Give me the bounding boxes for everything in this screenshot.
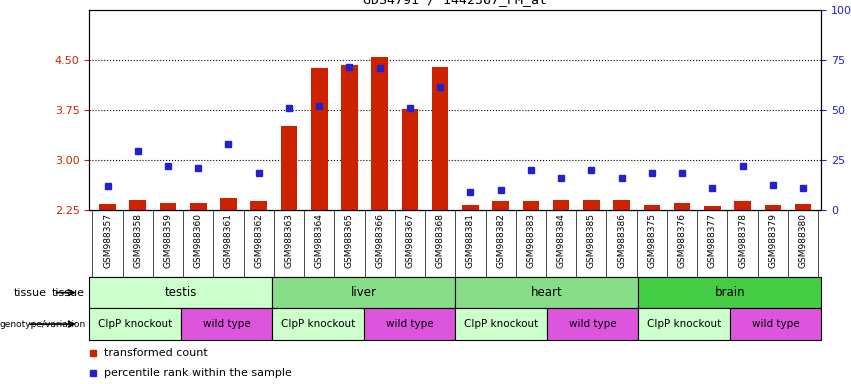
Text: GSM988358: GSM988358	[134, 213, 142, 268]
Bar	[160, 203, 176, 210]
Bar	[704, 206, 721, 210]
Text: GSM988360: GSM988360	[194, 213, 203, 268]
Bar	[734, 201, 751, 210]
Text: GSM988359: GSM988359	[163, 213, 173, 268]
Text: GSM988380: GSM988380	[798, 213, 808, 268]
Bar	[402, 109, 418, 210]
Text: tissue: tissue	[14, 288, 47, 298]
Title: GDS4791 / 1442367_PM_at: GDS4791 / 1442367_PM_at	[363, 0, 547, 6]
Text: transformed count: transformed count	[104, 348, 208, 358]
Text: GSM988375: GSM988375	[648, 213, 656, 268]
Text: ClpP knockout: ClpP knockout	[281, 319, 355, 329]
Bar	[89, 277, 272, 308]
Bar	[371, 56, 388, 210]
Text: GSM988377: GSM988377	[708, 213, 717, 268]
Text: ClpP knockout: ClpP knockout	[647, 319, 721, 329]
Bar	[643, 205, 660, 210]
Text: ClpP knockout: ClpP knockout	[98, 319, 172, 329]
Bar	[455, 277, 638, 308]
Bar	[674, 203, 690, 210]
Text: GSM988365: GSM988365	[345, 213, 354, 268]
Bar	[272, 308, 363, 340]
Text: GSM988368: GSM988368	[436, 213, 445, 268]
Bar	[523, 201, 540, 210]
Bar	[455, 308, 546, 340]
Bar	[493, 201, 509, 210]
Text: GSM988364: GSM988364	[315, 213, 323, 268]
Bar	[431, 66, 448, 210]
Bar	[341, 65, 357, 210]
Bar	[462, 205, 479, 210]
Text: liver: liver	[351, 286, 377, 299]
Text: tissue: tissue	[52, 288, 85, 298]
Text: ClpP knockout: ClpP knockout	[464, 319, 538, 329]
Bar	[220, 199, 237, 210]
Text: GSM988363: GSM988363	[284, 213, 294, 268]
Text: GSM988381: GSM988381	[465, 213, 475, 268]
Bar	[546, 308, 638, 340]
Text: GSM988361: GSM988361	[224, 213, 233, 268]
Text: wild type: wild type	[568, 319, 616, 329]
Text: GSM988366: GSM988366	[375, 213, 384, 268]
Bar	[190, 203, 207, 210]
Bar	[311, 68, 328, 210]
Text: GSM988357: GSM988357	[103, 213, 112, 268]
Text: GSM988383: GSM988383	[527, 213, 535, 268]
Text: heart: heart	[531, 286, 563, 299]
Bar	[89, 308, 180, 340]
Bar	[638, 308, 729, 340]
Text: GSM988378: GSM988378	[738, 213, 747, 268]
Bar	[583, 200, 600, 210]
Bar	[614, 200, 630, 210]
Bar	[795, 204, 811, 210]
Text: testis: testis	[164, 286, 197, 299]
Bar	[100, 204, 116, 210]
Text: percentile rank within the sample: percentile rank within the sample	[104, 368, 292, 378]
Text: wild type: wild type	[203, 319, 250, 329]
Text: GSM988386: GSM988386	[617, 213, 626, 268]
Text: GSM988367: GSM988367	[405, 213, 414, 268]
Text: GSM988362: GSM988362	[254, 213, 263, 268]
Bar	[281, 126, 297, 210]
Bar	[272, 277, 455, 308]
Text: GSM988385: GSM988385	[587, 213, 596, 268]
Bar	[729, 308, 821, 340]
Bar	[553, 200, 569, 210]
Text: wild type: wild type	[386, 319, 433, 329]
Bar	[180, 308, 272, 340]
Text: brain: brain	[715, 286, 745, 299]
Text: GSM988376: GSM988376	[677, 213, 687, 268]
Text: GSM988384: GSM988384	[557, 213, 566, 268]
Bar	[250, 201, 267, 210]
Text: GSM988382: GSM988382	[496, 213, 505, 268]
Text: genotype/variation: genotype/variation	[0, 319, 86, 329]
Text: wild type: wild type	[751, 319, 799, 329]
Bar	[129, 200, 146, 210]
Text: GSM988379: GSM988379	[768, 213, 777, 268]
Bar	[764, 205, 781, 210]
Bar	[363, 308, 455, 340]
Bar	[638, 277, 821, 308]
